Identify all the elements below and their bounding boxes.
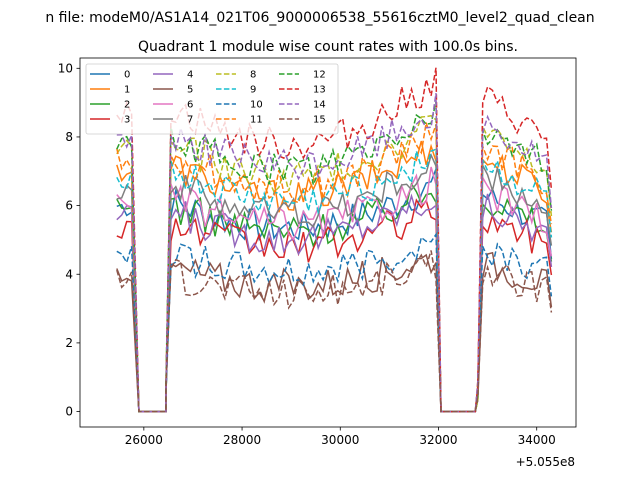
x-tick-label: 34000	[518, 433, 556, 447]
legend-frame	[85, 63, 339, 135]
series-line-15	[116, 250, 553, 413]
y-tick-label: 10	[58, 61, 73, 75]
legend-label: 10	[250, 100, 263, 111]
series-line-6	[116, 166, 553, 413]
series-line-3	[116, 198, 553, 413]
y-tick-label: 6	[65, 199, 73, 213]
x-tick-label: 30000	[321, 433, 359, 447]
series-line-10	[116, 232, 553, 413]
legend-label: 2	[124, 100, 130, 111]
legend-label: 1	[124, 85, 130, 96]
series-line-7	[116, 152, 553, 413]
series-line-12	[116, 101, 553, 413]
series-line-11	[116, 122, 553, 413]
legend-label: 8	[250, 70, 256, 81]
x-tick-label: 32000	[419, 433, 457, 447]
axes-frame	[79, 57, 577, 428]
legend-label: 6	[187, 100, 193, 111]
series-line-13	[116, 67, 553, 413]
y-axis-ticks: 0 2 4 6 8 10	[58, 61, 80, 419]
legend-label: 7	[187, 115, 193, 126]
legend-label: 5	[187, 85, 193, 96]
y-tick-label: 0	[65, 405, 73, 419]
series-line-1	[116, 140, 553, 413]
legend-label: 12	[313, 70, 326, 81]
axes	[79, 57, 577, 428]
legend-label: 13	[313, 85, 326, 96]
series-line-5	[116, 251, 553, 413]
figure-suptitle: n file: modeM0/AS1A14_021T06_9000006538_…	[45, 10, 594, 26]
series-line-4	[116, 193, 553, 413]
legend-label: 3	[124, 115, 130, 126]
x-axis-ticks: 26000 28000 30000 32000 34000	[125, 427, 556, 447]
chart-title: Quadrant 1 module wise count rates with …	[138, 39, 518, 55]
series-line-9	[116, 148, 553, 413]
y-tick-label: 4	[65, 267, 73, 281]
series-line-8	[116, 114, 553, 413]
legend-label: 9	[250, 85, 256, 96]
x-tick-label: 28000	[223, 433, 261, 447]
x-axis-offset-label: +5.055e8	[516, 455, 575, 469]
legend-label: 0	[124, 70, 130, 81]
y-tick-label: 8	[65, 130, 73, 144]
series-line-14	[116, 92, 553, 413]
x-tick-label: 26000	[125, 433, 163, 447]
series-lines	[116, 67, 553, 413]
legend-label: 11	[250, 115, 263, 126]
legend-label: 4	[187, 70, 193, 81]
legend-label: 14	[313, 100, 326, 111]
legend-label: 15	[313, 115, 326, 126]
y-tick-label: 2	[65, 336, 73, 350]
